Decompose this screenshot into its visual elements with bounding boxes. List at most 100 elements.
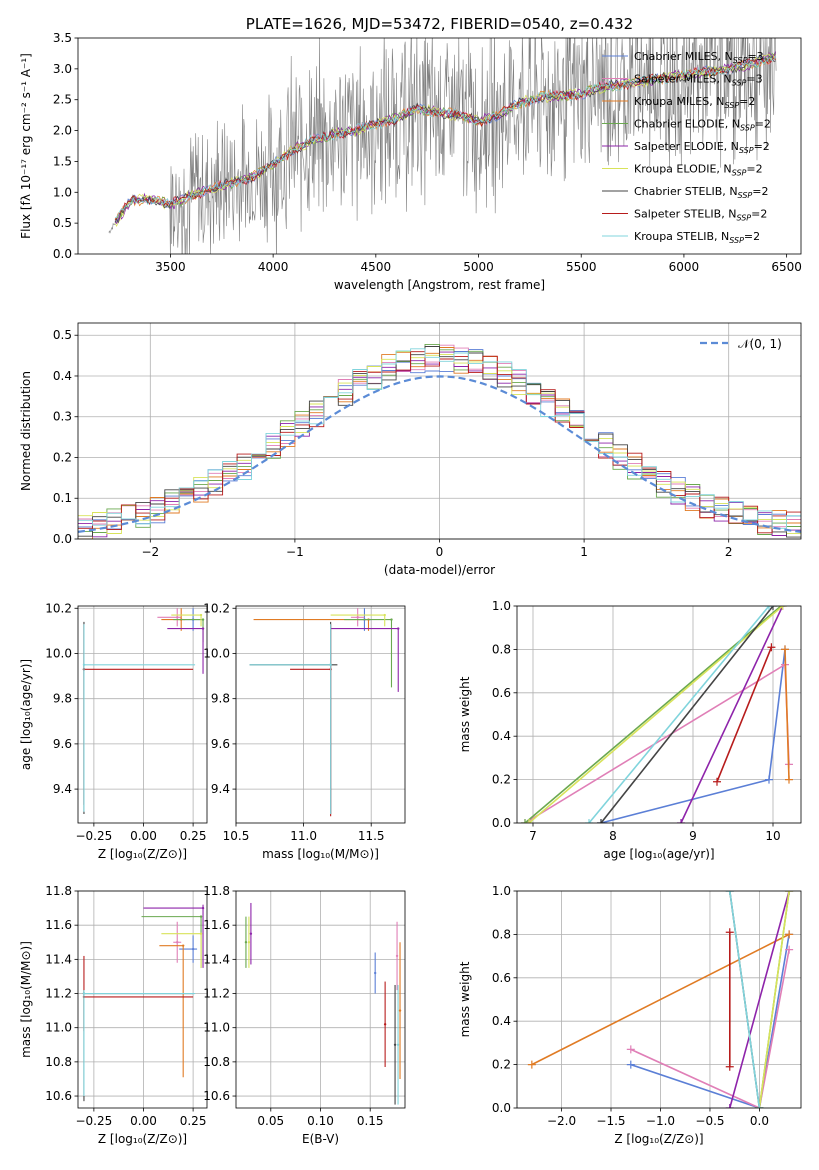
y-tick-label: 11.8 [203,884,230,898]
point-marker [181,944,185,947]
y-tick-label: 10.6 [45,1089,72,1103]
data-point-salp_stelib [82,624,194,805]
axes-frame [77,890,208,1109]
legend-label: 𝒩(0, 1) [738,337,782,351]
y-tick-label: 9.4 [211,782,230,796]
y-tick-label: 10.8 [203,1055,230,1069]
y-tick-label: 0.2 [492,773,511,787]
panel-age_vs_Z: −0.25 0.00 0.25 9.4 9.6 9.8 10.0 10.2 Z [log₁₀(Z… [19,601,208,861]
legend-label: Chabrier ELODIE, NSSP=2 [634,118,771,133]
data-point-krou_miles [398,942,402,1079]
point-marker [244,941,248,944]
y-tick-label: 1.0 [53,185,72,199]
legend: Chabrier MILES, NSSP=3 Salpeter MILES, NS… [602,50,771,245]
y-axis-label: Flux [fλ 10⁻¹⁷ erg cm⁻² s⁻¹ A⁻¹] [19,53,33,239]
point-marker [395,954,399,958]
x-tick-label: 9 [689,829,697,843]
data-point-chab_elodie [344,618,393,688]
x-tick-label: 0.10 [307,1114,334,1128]
y-tick-label: 11.6 [203,918,230,932]
y-tick-label: 0.4 [492,1014,511,1028]
y-tick-label: 10.8 [45,1055,72,1069]
point-marker [201,627,205,630]
weight-series-salp_elodie [677,606,787,823]
residual-histogram-chab_miles [78,349,801,530]
data-point-krou_stelib [82,990,196,1097]
point-marker [199,613,203,617]
series-line [729,891,790,1108]
x-tick-label: 6000 [669,260,700,274]
data-point-chab_miles [373,952,377,994]
y-axis-label: age [log₁₀(age/yr)] [19,659,33,770]
x-tick-label: 0.0 [750,1114,769,1128]
x-tick-label: −0.25 [75,1114,112,1128]
x-tick-label: 4000 [258,260,289,274]
y-tick-label: 0.1 [53,491,72,505]
x-tick-label: −0.5 [695,1114,724,1128]
data-point-krou_elodie [330,613,386,627]
panel-weight_vs_age: 7 8 9 10 0.0 0.2 0.4 0.6 0.8 1.0 age [log₁₀(age/yr… [458,599,802,861]
x-tick-label: −1.0 [646,1114,675,1128]
x-tick-label: 3500 [155,260,186,274]
series-marker [725,928,734,937]
y-tick-label: 9.4 [53,782,72,796]
data-point-chab_elodie [173,618,205,643]
series-line [600,606,774,823]
y-tick-label: 2.0 [53,124,72,138]
point-marker [249,932,253,935]
weight-series-salp_miles [521,660,793,823]
x-tick-label: 2 [725,545,733,559]
series-line [680,606,784,823]
legend-label: Kroupa STELIB, NSSP=2 [634,230,760,245]
series-line [784,649,790,780]
y-tick-label: 0.5 [53,216,72,230]
panel-spectrum: 3500 4000 4500 5000 5500 6000 6500 0.0 0.5 1.0 1.5… [19,15,802,292]
y-tick-label: 1.0 [492,599,511,613]
y-axis-label: mass weight [458,961,472,1037]
x-axis-label: E(B-V) [302,1132,339,1146]
weight-series-chab_elodie [521,606,785,823]
x-axis-label: mass [log₁₀(M/M⊙)] [262,847,379,861]
data-point-salp_miles [173,921,182,963]
y-tick-label: 0.3 [53,410,72,424]
data-point-salp_miles [395,921,399,991]
series-marker [725,891,734,895]
panel-age_vs_mass: 10.5 11.0 11.5 9.4 9.6 9.8 10.0 10.2 mass [log₁₀… [203,601,406,861]
series-marker [765,606,773,610]
y-axis-label: mass weight [458,676,472,752]
point-marker [383,1023,387,1026]
y-tick-label: 3.0 [53,62,72,76]
x-axis-label: Z [log₁₀(Z/Z⊙)] [98,1132,187,1146]
residual-histogram-chab_stelib [78,346,801,538]
residual-histogram-salp_stelib [78,351,801,534]
x-tick-label: −2 [141,545,159,559]
weight-series-krou_elodie [755,891,794,1108]
x-tick-label: 10 [765,829,780,843]
x-tick-label: 0.25 [180,829,207,843]
y-tick-label: 11.6 [45,918,72,932]
data-point-chab_stelib [393,984,397,1105]
y-tick-label: 10.2 [45,601,72,615]
series-marker [525,819,533,823]
x-tick-label: 0.00 [130,1114,157,1128]
series-marker [725,1104,734,1108]
series-line [524,663,790,823]
y-tick-label: 0.0 [492,1101,511,1115]
y-tick-label: 1.5 [53,154,72,168]
x-tick-label: 5000 [463,260,494,274]
series-line [758,891,790,1108]
y-tick-label: 0.4 [53,369,72,383]
y-tick-label: 1.0 [492,884,511,898]
model-spectrum-krou_stelib [114,56,776,218]
series-line [588,606,770,823]
axes-frame [516,890,802,1109]
data-point-salp_elodie [143,904,205,968]
plot-area [82,904,205,1102]
y-tick-label: 0.8 [492,927,511,941]
series-marker [527,1060,536,1069]
y-tick-label: 9.6 [53,737,72,751]
y-tick-label: 10.0 [203,646,230,660]
legend-label: Kroupa ELODIE, NSSP=2 [634,163,763,178]
data-point-chab_elodie [244,916,248,968]
